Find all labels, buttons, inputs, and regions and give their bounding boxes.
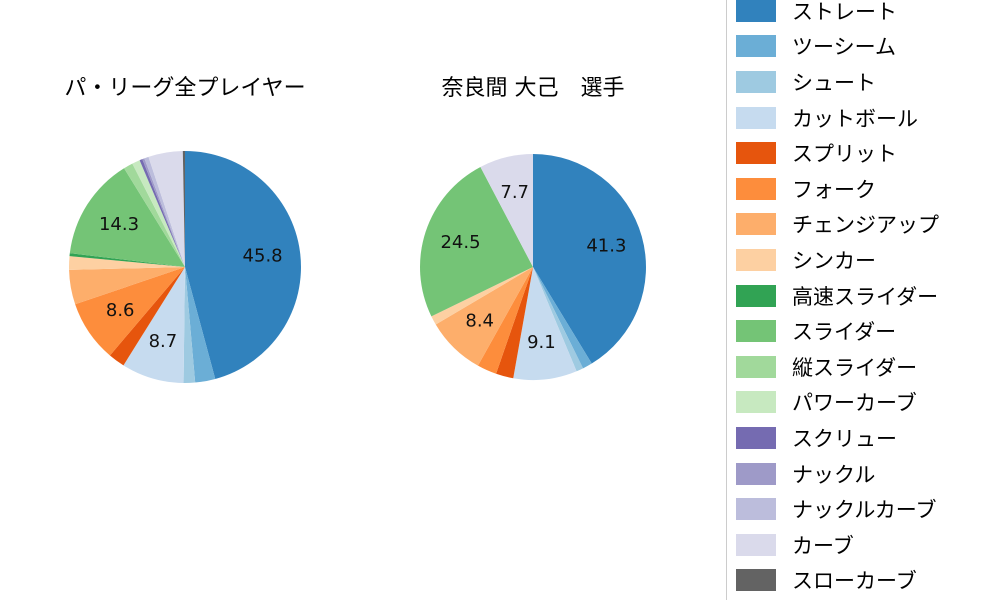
pie-slice xyxy=(148,151,185,267)
legend-item: 高速スライダー xyxy=(727,278,999,314)
slice-value-label: 24.5 xyxy=(440,232,480,253)
pie-slice xyxy=(132,160,185,267)
legend-swatch xyxy=(736,391,776,414)
pie-slice xyxy=(142,158,185,267)
legend-item: ナックル xyxy=(727,456,999,492)
pie-chart-player: 41.3 9.1 8.4 24.5 7.7 xyxy=(420,154,646,381)
slice-value-label: 14.3 xyxy=(99,214,139,235)
pie-slice xyxy=(182,151,185,267)
chart-title-left: パ・リーグ全プレイヤー xyxy=(64,76,306,101)
legend-item: カットボール xyxy=(727,100,999,136)
legend-item: シンカー xyxy=(727,242,999,278)
pie-slice xyxy=(496,267,533,379)
legend-swatch xyxy=(736,533,776,556)
legend-item: ナックルカーブ xyxy=(727,491,999,527)
slice-value-label: 45.8 xyxy=(243,246,283,267)
slice-value-label: 7.7 xyxy=(500,182,529,203)
legend-item: パワーカーブ xyxy=(727,385,999,421)
legend-swatch xyxy=(736,248,776,271)
legend-label: スクリュー xyxy=(792,426,897,451)
pie-slice xyxy=(69,267,185,305)
pie-slice xyxy=(109,267,185,366)
legend-label: シンカー xyxy=(792,248,876,273)
legend-swatch xyxy=(736,142,776,165)
legend-swatch xyxy=(736,320,776,343)
pie-slice xyxy=(435,267,533,366)
legend-swatch xyxy=(736,177,776,200)
legend-label: パワーカーブ xyxy=(792,391,917,416)
pie-slice xyxy=(183,267,196,383)
legend-label: ナックル xyxy=(792,462,876,487)
legend-label: カーブ xyxy=(792,533,854,558)
pie-slice xyxy=(144,156,185,267)
legend-swatch xyxy=(736,462,776,485)
slice-value-label: 8.6 xyxy=(106,300,135,321)
legend-swatch xyxy=(736,284,776,307)
pie-slice xyxy=(185,151,301,379)
pie-slice xyxy=(477,267,533,374)
legend-item: ストレート xyxy=(727,0,999,29)
pie-slice xyxy=(124,163,185,267)
slice-value-label: 9.1 xyxy=(527,332,556,353)
legend-swatch xyxy=(736,106,776,129)
legend-label: カットボール xyxy=(792,106,918,131)
legend-label: スローカーブ xyxy=(792,569,917,594)
legend-swatch xyxy=(736,70,776,93)
legend-swatch xyxy=(736,213,776,236)
legend-label: スライダー xyxy=(792,320,897,345)
pie-slice xyxy=(533,154,646,364)
legend-item: スライダー xyxy=(727,313,999,349)
legend-swatch xyxy=(736,498,776,521)
legend-label: チェンジアップ xyxy=(792,213,939,238)
legend-label: 高速スライダー xyxy=(792,284,939,309)
pie-slice xyxy=(185,267,216,383)
legend-label: スプリット xyxy=(792,142,897,167)
legend-swatch xyxy=(736,35,776,58)
legend-swatch xyxy=(736,355,776,378)
pie-slice xyxy=(533,267,584,372)
pie-slice xyxy=(533,267,592,369)
pie-slice xyxy=(139,159,185,267)
legend-item: チェンジアップ xyxy=(727,207,999,243)
pie-slice xyxy=(431,267,533,325)
slice-value-label: 8.7 xyxy=(149,331,178,352)
legend-swatch xyxy=(736,0,776,22)
pie-slice xyxy=(123,267,185,383)
pie-slice xyxy=(69,168,185,267)
legend-border xyxy=(726,0,727,600)
legend-item: スクリュー xyxy=(727,420,999,456)
legend-label: ストレート xyxy=(792,0,897,24)
pie-slice xyxy=(513,267,577,381)
pie-slice xyxy=(69,256,185,270)
legend-item: 縦スライダー xyxy=(727,349,999,385)
slice-value-label: 41.3 xyxy=(586,235,626,256)
legend-item: シュート xyxy=(727,64,999,100)
chart-title-right: 奈良間 大己 選手 xyxy=(441,76,625,101)
legend-item: カーブ xyxy=(727,527,999,563)
legend: ストレートツーシームシュートカットボール スプリットフォークチェンジアップ シンカー… xyxy=(727,0,999,598)
legend-swatch xyxy=(736,569,776,592)
legend-label: ナックルカーブ xyxy=(792,498,937,523)
legend-label: ツーシーム xyxy=(792,35,896,60)
legend-label: シュート xyxy=(792,70,876,95)
pie-slice xyxy=(75,267,185,356)
pie-slice xyxy=(480,154,533,267)
legend-label: フォーク xyxy=(792,177,876,202)
pie-slice xyxy=(69,253,185,267)
legend-label: 縦スライダー xyxy=(792,355,918,380)
legend-item: スローカーブ xyxy=(727,563,999,599)
pie-slice xyxy=(420,166,533,317)
legend-swatch xyxy=(736,426,776,449)
legend-item: ツーシーム xyxy=(727,29,999,65)
pie-chart-league: 45.8 8.7 8.6 14.3 xyxy=(69,151,301,383)
legend-item: スプリット xyxy=(727,135,999,171)
legend-item: フォーク xyxy=(727,171,999,207)
slice-value-label: 8.4 xyxy=(465,311,494,332)
